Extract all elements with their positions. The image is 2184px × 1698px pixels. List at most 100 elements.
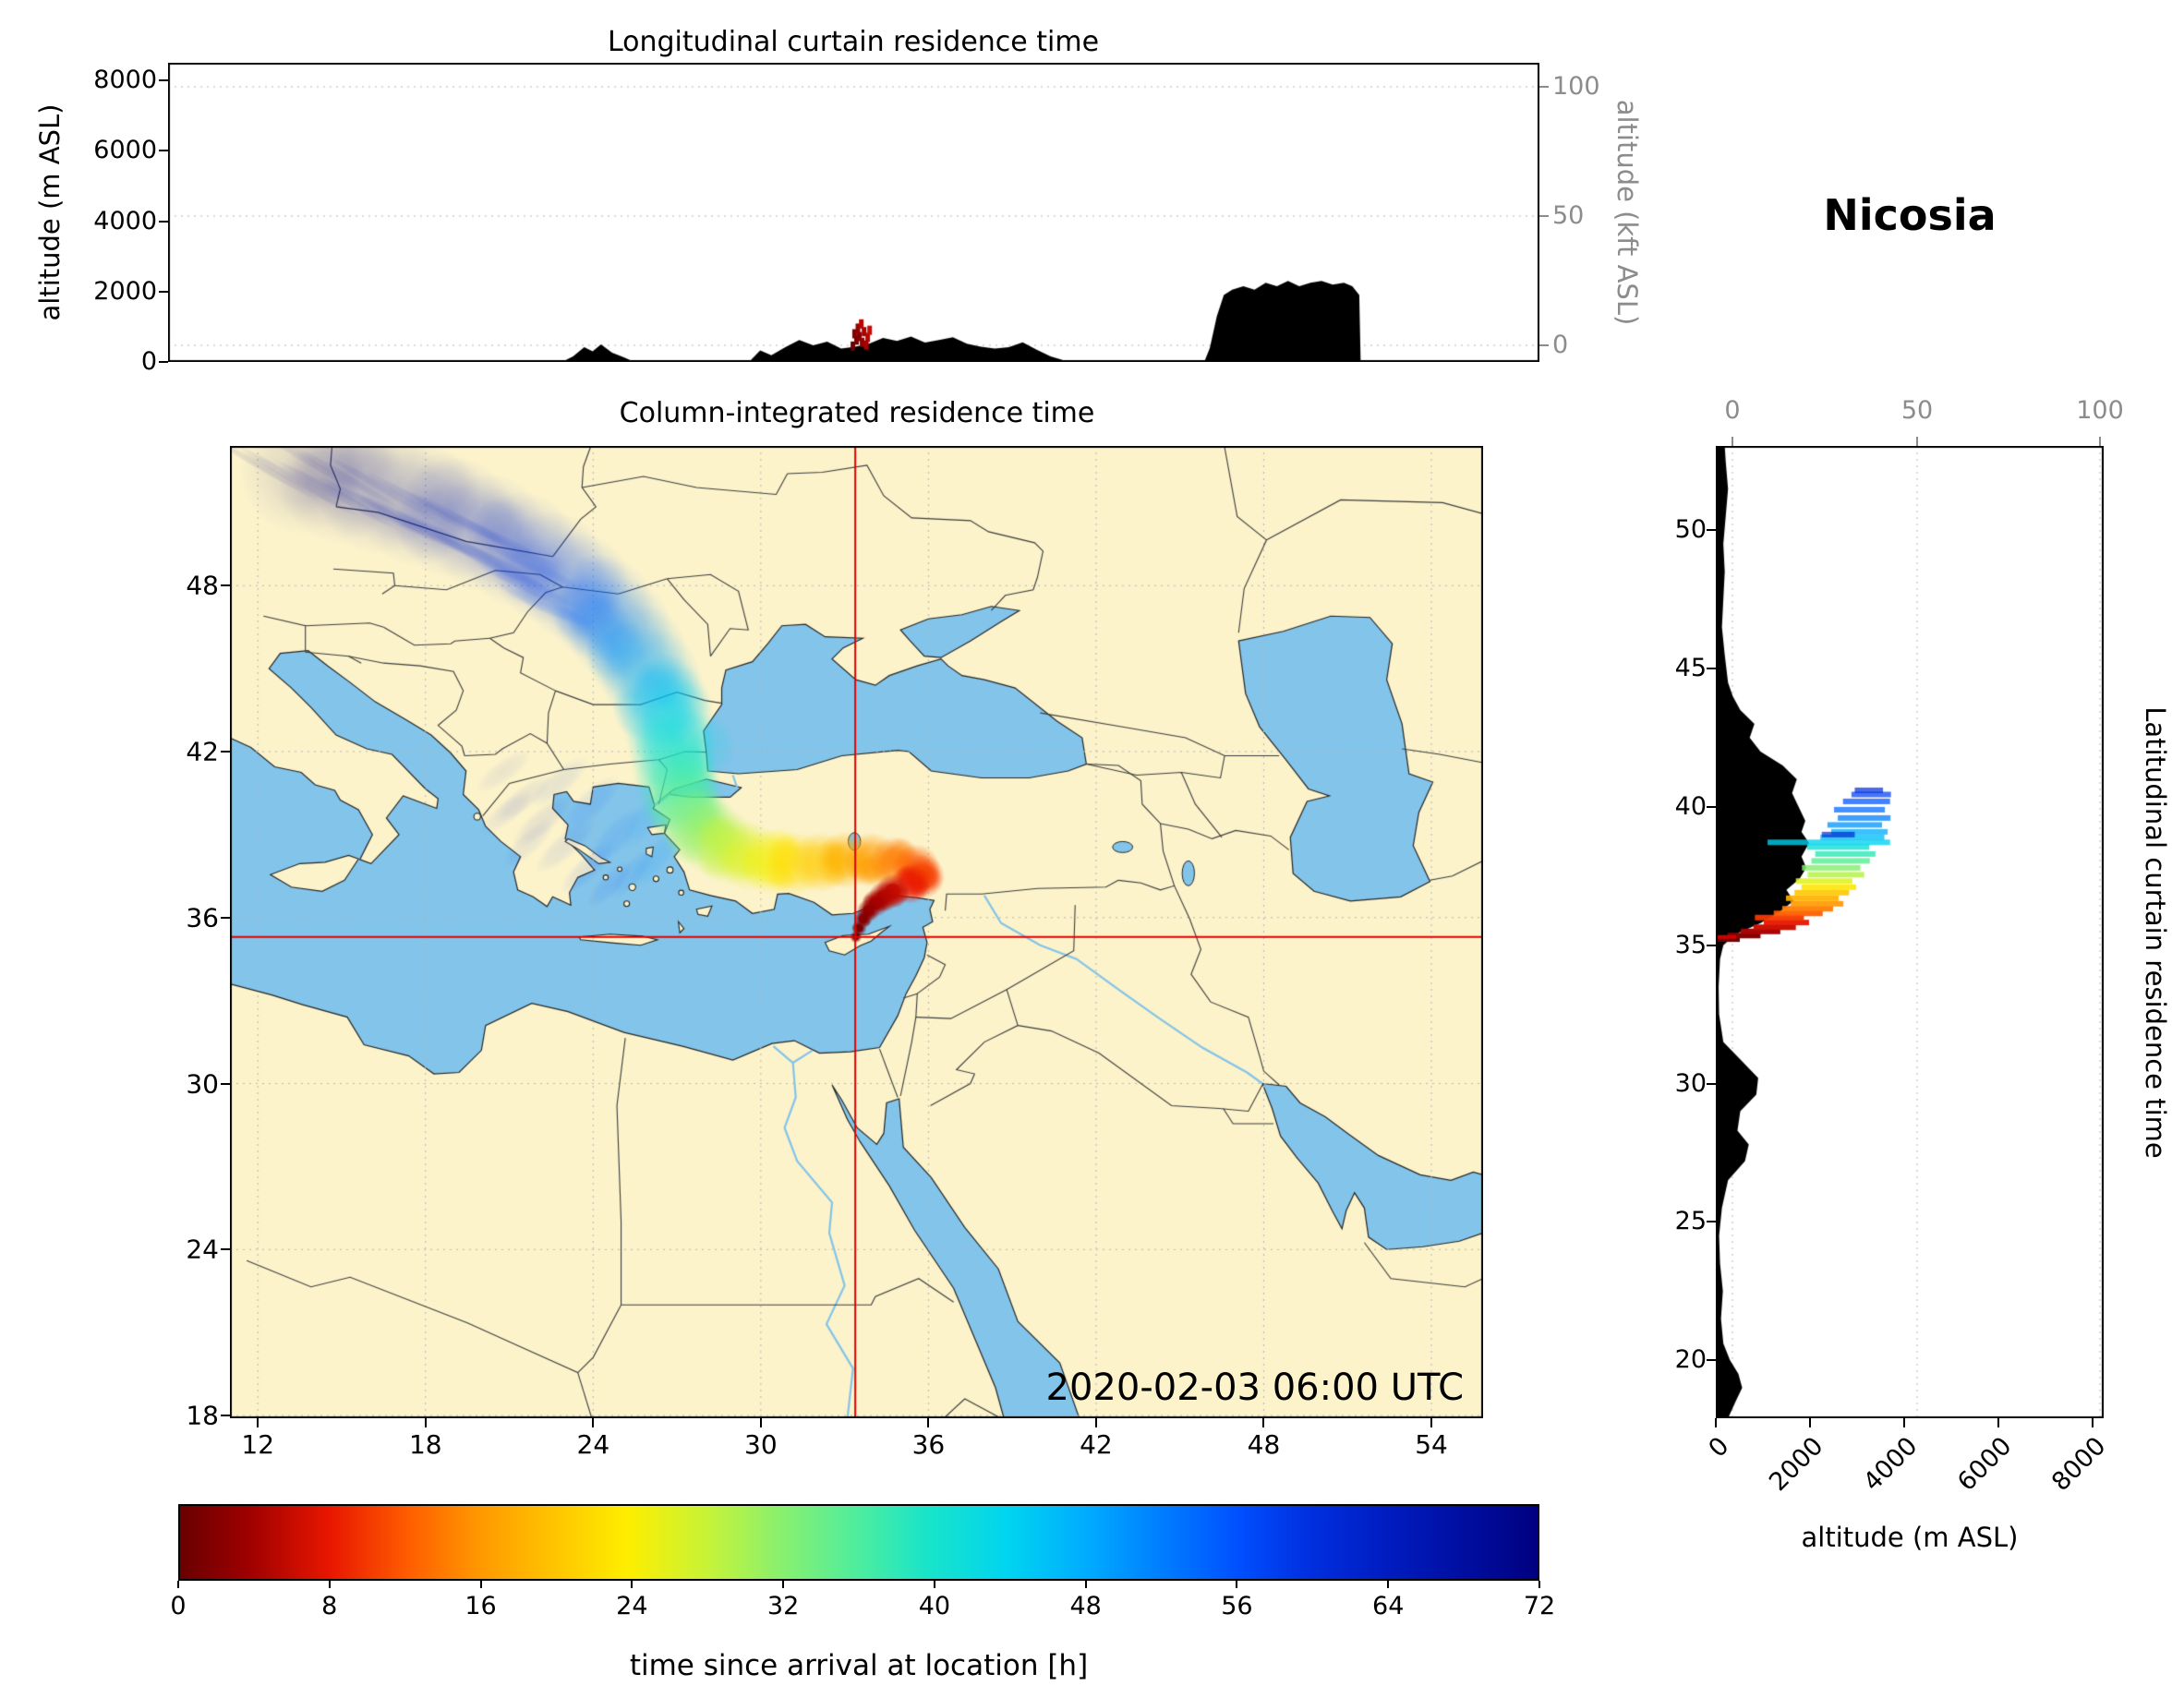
tick-mark xyxy=(1707,1082,1716,1085)
tick-mark xyxy=(221,584,230,587)
tick-mark xyxy=(933,1581,935,1588)
tick-mark xyxy=(221,751,230,753)
map-title: Column-integrated residence time xyxy=(619,397,1095,429)
longitudinal-ylabel-left: altitude (m ASL) xyxy=(34,103,66,321)
map-ytick: 30 xyxy=(186,1067,219,1099)
datetime-label: 2020-02-03 06:00 UTC xyxy=(1045,1367,1464,1409)
colorbar-tick: 0 xyxy=(170,1592,187,1620)
tick-mark xyxy=(328,1581,331,1588)
longitudinal-curtain-plot xyxy=(168,63,1539,362)
lat-ytick: 45 xyxy=(1674,653,1707,682)
long-ytick-right: 0 xyxy=(1552,330,1569,359)
lat-xtick: 8000 xyxy=(2045,1431,2112,1498)
tick-mark xyxy=(2099,437,2101,446)
map-xtick: 54 xyxy=(1415,1429,1448,1460)
tick-mark xyxy=(1916,437,1918,446)
longitudinal-curtain-title: Longitudinal curtain residence time xyxy=(607,26,1100,58)
tick-mark xyxy=(1809,1418,1811,1427)
lat-ytick: 50 xyxy=(1674,515,1707,545)
map-xtick: 12 xyxy=(241,1429,275,1460)
colorbar-tick: 8 xyxy=(321,1592,338,1620)
tick-mark xyxy=(927,1418,930,1427)
tick-mark xyxy=(159,361,168,363)
tick-mark xyxy=(1707,668,1716,670)
map-xtick: 42 xyxy=(1080,1429,1113,1460)
tick-mark xyxy=(1539,215,1549,217)
lat-xtick: 2000 xyxy=(1763,1431,1829,1498)
lat-xtick: 4000 xyxy=(1857,1431,1924,1498)
tick-mark xyxy=(1539,344,1549,346)
tick-mark xyxy=(1262,1418,1265,1427)
map-plot xyxy=(230,446,1483,1418)
tick-mark xyxy=(1539,86,1549,88)
colorbar-tick: 32 xyxy=(766,1592,800,1620)
lat-xtick-top: 0 xyxy=(1724,395,1741,425)
latitudinal-curtain-plot xyxy=(1716,446,2104,1418)
colorbar-tick: 72 xyxy=(1523,1592,1556,1620)
tick-mark xyxy=(2092,1418,2094,1427)
tick-mark xyxy=(1732,437,1733,446)
tick-mark xyxy=(1236,1581,1238,1588)
map-ytick: 36 xyxy=(186,902,219,933)
latitudinal-right-label: Latitudinal curtain residence time xyxy=(2140,706,2171,1159)
lat-ytick: 30 xyxy=(1674,1068,1707,1098)
map-xtick: 30 xyxy=(744,1429,778,1460)
map-xtick: 24 xyxy=(576,1429,610,1460)
colorbar-tick: 16 xyxy=(465,1592,497,1620)
tick-mark xyxy=(1707,1359,1716,1362)
lat-ytick: 25 xyxy=(1674,1207,1707,1236)
tick-mark xyxy=(1430,1418,1433,1427)
lat-xtick-top: 50 xyxy=(1900,395,1934,425)
lat-xtick-top: 100 xyxy=(2076,395,2124,425)
map-ytick: 24 xyxy=(186,1234,219,1265)
tick-mark xyxy=(479,1581,482,1588)
tick-mark xyxy=(177,1581,179,1588)
tick-mark xyxy=(759,1418,762,1427)
long-ytick-right: 50 xyxy=(1552,200,1585,230)
colorbar-label: time since arrival at location [h] xyxy=(629,1649,1089,1682)
tick-mark xyxy=(1387,1581,1390,1588)
tick-mark xyxy=(1997,1418,1999,1427)
long-ytick-left: 6000 xyxy=(93,136,157,165)
tick-mark xyxy=(631,1581,633,1588)
tick-mark xyxy=(221,1082,230,1085)
tick-mark xyxy=(424,1418,427,1427)
latitudinal-xlabel: altitude (m ASL) xyxy=(1801,1522,2019,1553)
lat-ytick: 40 xyxy=(1674,791,1707,821)
long-ytick-left: 4000 xyxy=(93,206,157,235)
station-title: Nicosia xyxy=(1823,190,1997,240)
tick-mark xyxy=(257,1418,259,1427)
tick-mark xyxy=(221,916,230,919)
tick-mark xyxy=(1903,1418,1905,1427)
long-ytick-left: 2000 xyxy=(93,276,157,306)
colorbar-tick: 24 xyxy=(616,1592,648,1620)
tick-mark xyxy=(1538,1581,1540,1588)
map-ytick: 18 xyxy=(186,1400,219,1431)
tick-mark xyxy=(592,1418,595,1427)
lat-ytick: 20 xyxy=(1674,1344,1707,1374)
longitudinal-ylabel-right: altitude (kft ASL) xyxy=(1611,99,1643,326)
lat-xtick: 0 xyxy=(1703,1431,1735,1463)
tick-mark xyxy=(159,220,168,223)
lat-ytick: 35 xyxy=(1674,930,1707,959)
tick-mark xyxy=(221,1415,230,1416)
tick-mark xyxy=(1094,1418,1097,1427)
colorbar-tick: 56 xyxy=(1221,1592,1253,1620)
colorbar-gradient xyxy=(178,1504,1539,1581)
tick-mark xyxy=(1715,1418,1717,1427)
tick-mark xyxy=(782,1581,785,1588)
map-xtick: 18 xyxy=(408,1429,442,1460)
tick-mark xyxy=(159,150,168,152)
tick-mark xyxy=(1707,944,1716,946)
map-xtick: 36 xyxy=(911,1429,946,1460)
colorbar-tick: 64 xyxy=(1372,1592,1405,1620)
colorbar-tick: 40 xyxy=(918,1592,951,1620)
tick-mark xyxy=(1707,805,1716,808)
long-ytick-left: 0 xyxy=(140,346,157,376)
tick-mark xyxy=(1707,1221,1716,1223)
tick-mark xyxy=(159,79,168,82)
tick-mark xyxy=(159,290,168,293)
long-ytick-right: 100 xyxy=(1552,71,1600,101)
long-ytick-left: 8000 xyxy=(93,65,157,94)
